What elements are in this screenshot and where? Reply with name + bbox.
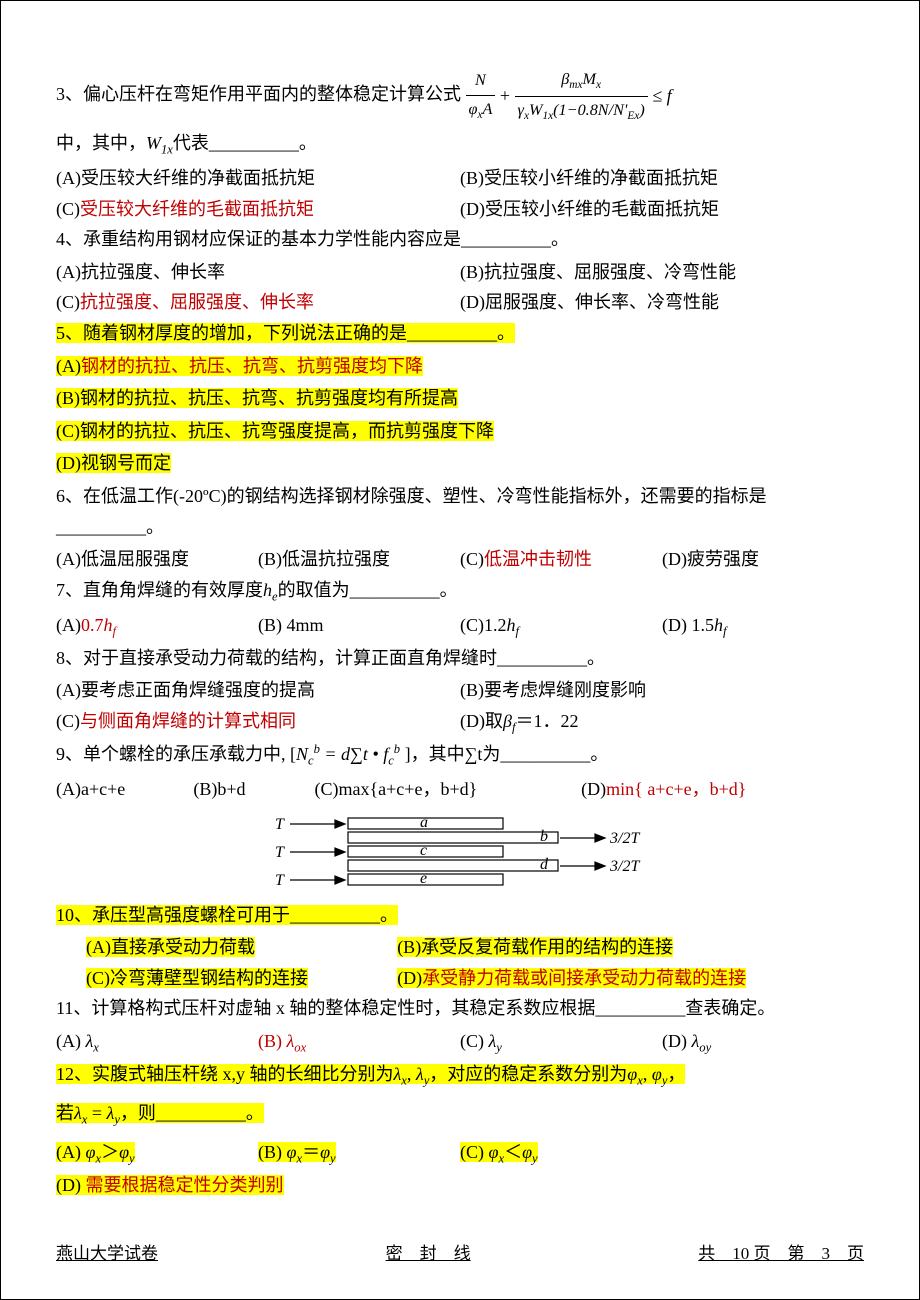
svg-text:a: a bbox=[420, 814, 428, 831]
svg-text:3/2T: 3/2T bbox=[609, 830, 640, 847]
q5-opt-a: (A)钢材的抗拉、抗压、抗弯、抗剪强度均下降 bbox=[56, 351, 864, 382]
q11-opt-a: (A) λx bbox=[56, 1026, 258, 1059]
q6-opt-a: (A)低温屈服强度 bbox=[56, 544, 258, 575]
q11-opt-b: (B) λox bbox=[258, 1026, 460, 1059]
q12: 12、实腹式轴压杆绕 x,y 轴的长细比分别为λx, λy，对应的稳定系数分别为… bbox=[56, 1059, 864, 1092]
q7-opt-a: (A)0.7hf bbox=[56, 610, 258, 643]
q10: 10、承压型高强度螺栓可用于__________。 bbox=[56, 900, 864, 931]
q4-opt-d: (D)屈服强度、伸长率、冷弯性能 bbox=[460, 287, 864, 318]
q12-opts: (A) φx＞φy (B) φx＝φy (C) φx＜φy (D) 需要根据稳定… bbox=[56, 1137, 864, 1201]
q4-opt-c: (C)抗拉强度、屈服强度、伸长率 bbox=[56, 287, 460, 318]
footer-mid: 密 封 线 bbox=[386, 1240, 471, 1269]
q7-opts: (A)0.7hf (B) 4mm (C)1.2hf (D) 1.5hf bbox=[56, 610, 864, 643]
q10-opt-a: (A)直接承受动力荷载 bbox=[86, 932, 397, 963]
q3-text-start: 3、偏心压杆在弯矩作用平面内的整体稳定计算公式 bbox=[56, 84, 461, 104]
q12-opt-b: (B) φx＝φy bbox=[258, 1137, 460, 1170]
footer-left: 燕山大学试卷 bbox=[56, 1240, 158, 1269]
q9-opts: (A)a+c+e (B)b+d (C)max{a+c+e，b+d} (D)min… bbox=[56, 774, 864, 805]
q7-opt-c: (C)1.2hf bbox=[460, 610, 662, 643]
q6-opt-d: (D)疲劳强度 bbox=[662, 544, 864, 575]
q9-opt-c: (C)max{a+c+e，b+d} bbox=[315, 774, 582, 805]
q10-opt-c: (C)冷弯薄壁型钢结构的连接 bbox=[86, 963, 397, 994]
q8-opt-a: (A)要考虑正面角焊缝强度的提高 bbox=[56, 675, 460, 706]
q9-opt-b: (B)b+d bbox=[193, 774, 314, 805]
q9: 9、单个螺栓的承压承载力中, [Ncb = d∑t • fcb ]，其中∑t为_… bbox=[56, 739, 864, 772]
q12-opt-a: (A) φx＞φy bbox=[56, 1137, 258, 1170]
q8-opt-c: (C)与侧面角焊缝的计算式相同 bbox=[56, 706, 460, 739]
q4-opts: (A)抗拉强度、伸长率 (B)抗拉强度、屈服强度、冷弯性能 (C)抗拉强度、屈服… bbox=[56, 257, 864, 318]
q10-opts: (A)直接承受动力荷载 (B)承受反复荷载作用的结构的连接 (C)冷弯薄壁型钢结… bbox=[56, 932, 864, 993]
q3-frac1: N φxA bbox=[466, 67, 496, 125]
q10-opt-d: (D)承受静力荷载或间接承受动力荷载的连接 bbox=[397, 963, 864, 994]
q3-opt-c: (C)受压较大纤维的毛截面抵抗矩 bbox=[56, 194, 460, 225]
q4: 4、承重结构用钢材应保证的基本力学性能内容应是__________。 bbox=[56, 224, 864, 255]
q3-opts: (A)受压较大纤维的净截面抵抗矩 (B)受压较小纤维的净截面抵抗矩 (C)受压较… bbox=[56, 163, 864, 224]
svg-text:e: e bbox=[420, 870, 427, 887]
q3-line2: 中，其中，W1x代表__________。 bbox=[56, 128, 864, 161]
q11-opts: (A) λx (B) λox (C) λy (D) λoy bbox=[56, 1026, 864, 1059]
q5-opt-d: (D)视钢号而定 bbox=[56, 448, 864, 479]
q10-opt-b: (B)承受反复荷载作用的结构的连接 bbox=[397, 932, 864, 963]
q8-opt-d: (D)取βf＝1．22 bbox=[460, 706, 864, 739]
q3-opt-a: (A)受压较大纤维的净截面抵抗矩 bbox=[56, 163, 460, 194]
q6-opt-b: (B)低温抗拉强度 bbox=[258, 544, 460, 575]
q6-opts: (A)低温屈服强度 (B)低温抗拉强度 (C)低温冲击韧性 (D)疲劳强度 bbox=[56, 544, 864, 575]
q3: 3、偏心压杆在弯矩作用平面内的整体稳定计算公式 N φxA + βmxMx γx… bbox=[56, 66, 864, 126]
svg-text:T: T bbox=[275, 816, 285, 833]
q6-opt-c: (C)低温冲击韧性 bbox=[460, 544, 662, 575]
q7-opt-d: (D) 1.5hf bbox=[662, 610, 864, 643]
q8: 8、对于直接承受动力荷载的结构，计算正面直角焊缝时__________。 bbox=[56, 643, 864, 674]
q11: 11、计算格构式压杆对虚轴 x 轴的整体稳定性时，其稳定系数应根据_______… bbox=[56, 993, 864, 1024]
q12-opt-c: (C) φx＜φy bbox=[460, 1137, 662, 1170]
q5-opt-b: (B)钢材的抗拉、抗压、抗弯、抗剪强度均有所提高 bbox=[56, 383, 864, 414]
q3-opt-d: (D)受压较小纤维的毛截面抵抗矩 bbox=[460, 194, 864, 225]
q4-opt-b: (B)抗拉强度、屈服强度、冷弯性能 bbox=[460, 257, 864, 288]
q5: 5、随着钢材厚度的增加，下列说法正确的是__________。 bbox=[56, 318, 864, 349]
page-footer: 燕山大学试卷 密 封 线 共 10 页 第 3 页 bbox=[56, 1240, 864, 1269]
q3-frac2: βmxMx γxW1x(1−0.8N/N'Ex) bbox=[515, 66, 648, 126]
q6: 6、在低温工作(-20ºC)的钢结构选择钢材除强度、塑性、冷弯性能指标外，还需要… bbox=[56, 481, 864, 542]
q8-opt-b: (B)要考虑焊缝刚度影响 bbox=[460, 675, 864, 706]
footer-right: 共 10 页 第 3 页 bbox=[698, 1240, 864, 1269]
q9-opt-a: (A)a+c+e bbox=[56, 774, 193, 805]
q7: 7、直角角焊缝的有效厚度he的取值为__________。 bbox=[56, 575, 864, 608]
q4-opt-a: (A)抗拉强度、伸长率 bbox=[56, 257, 460, 288]
svg-text:c: c bbox=[420, 842, 427, 859]
q9-diagram: T T T a b c d e 3/2T 3/2T bbox=[260, 810, 660, 895]
page-content: 3、偏心压杆在弯矩作用平面内的整体稳定计算公式 N φxA + βmxMx γx… bbox=[56, 66, 864, 1201]
exam-page: 3、偏心压杆在弯矩作用平面内的整体稳定计算公式 N φxA + βmxMx γx… bbox=[0, 0, 920, 1300]
q12-opt-d: (D) 需要根据稳定性分类判别 bbox=[56, 1170, 339, 1201]
svg-text:3/2T: 3/2T bbox=[609, 858, 640, 875]
q9-opt-d: (D)min{ a+c+e，b+d} bbox=[581, 774, 864, 805]
q8-opts: (A)要考虑正面角焊缝强度的提高 (B)要考虑焊缝刚度影响 (C)与侧面角焊缝的… bbox=[56, 675, 864, 739]
q3-opt-b: (B)受压较小纤维的净截面抵抗矩 bbox=[460, 163, 864, 194]
q11-opt-d: (D) λoy bbox=[662, 1026, 864, 1059]
svg-text:d: d bbox=[540, 856, 549, 873]
svg-text:T: T bbox=[275, 872, 285, 889]
svg-text:T: T bbox=[275, 844, 285, 861]
svg-text:b: b bbox=[540, 828, 548, 845]
q11-opt-c: (C) λy bbox=[460, 1026, 662, 1059]
q12-line2: 若λx = λy，则__________。 bbox=[56, 1098, 864, 1131]
q7-opt-b: (B) 4mm bbox=[258, 610, 460, 643]
q5-opt-c: (C)钢材的抗拉、抗压、抗弯强度提高，而抗剪强度下降 bbox=[56, 416, 864, 447]
